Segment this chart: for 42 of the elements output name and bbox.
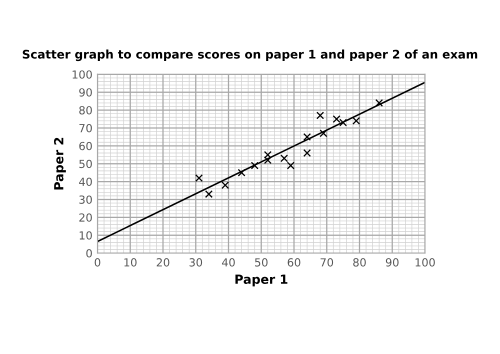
point [204,190,213,198]
point [375,99,384,107]
x-tick-label: 100 [416,258,435,267]
y-tick-label: 80 [79,106,92,114]
y-tick-label: 50 [79,160,92,168]
y-tick-label: 70 [79,124,92,132]
point [303,149,311,157]
point [264,150,272,159]
y-tick-label: 90 [79,88,92,97]
y-tick-label: 40 [79,178,92,186]
x-axis-title: Paper 1 [235,274,288,286]
point [264,156,272,164]
x-tick-label: 30 [190,258,202,267]
y-tick-label: 10 [80,231,92,240]
x-tick-label: 90 [386,258,399,267]
point [320,129,328,138]
chart-title: Scatter graph to compare scores on paper 1 and paper 2 of an exam [22,50,478,62]
x-tick-label: 20 [156,258,170,267]
y-axis-title: Paper 2 [54,138,66,190]
y-tick-label: 100 [72,70,92,79]
x-tick-label: 70 [320,258,334,267]
point [332,115,340,123]
x-tick-label: 80 [353,258,366,267]
y-tick-label: 30 [79,195,92,204]
x-tick-label: 50 [255,258,268,267]
x-tick-label: 0 [94,258,100,267]
x-tick-label: 40 [222,258,235,267]
point [221,181,230,190]
y-tick-label: 0 [86,249,92,258]
point [352,116,360,125]
x-tick-label: 10 [124,258,137,267]
point [280,154,288,162]
point [195,174,203,182]
point [339,118,348,126]
point [316,112,324,120]
point [286,162,295,170]
x-tick-label: 60 [288,258,300,267]
y-tick-label: 20 [79,213,92,222]
point [250,162,259,170]
point [303,133,311,141]
point [238,168,246,177]
y-tick-label: 60 [79,142,92,150]
